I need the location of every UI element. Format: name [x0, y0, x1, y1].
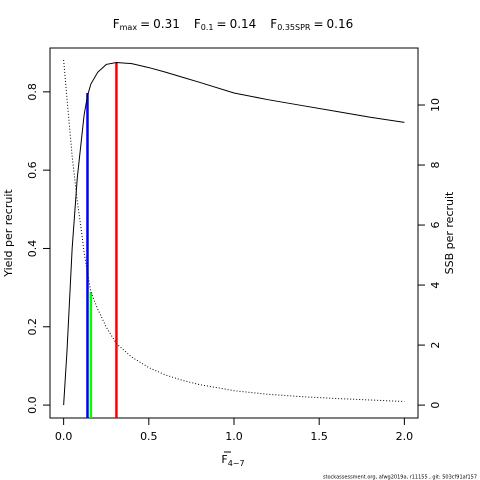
- y2-tick-label: 4: [429, 282, 442, 289]
- title-value: 0.16: [327, 17, 354, 31]
- y2-axis-label: SSB per recruit: [443, 191, 456, 274]
- y2-tick-label: 2: [429, 342, 442, 349]
- title-relation: =: [313, 17, 323, 31]
- title-value: 0.31: [153, 17, 180, 31]
- x-tick-label: 1.5: [310, 430, 328, 443]
- y-tick-label: 0.0: [26, 396, 39, 414]
- x-tick-label: 1.0: [225, 430, 243, 443]
- series-line: [63, 59, 405, 402]
- y2-tick-label: 6: [429, 222, 442, 229]
- plot-frame: [49, 47, 419, 419]
- x-label-subscript: 4−7: [228, 459, 245, 468]
- y-tick-label: 0.4: [26, 240, 39, 258]
- series-line: [63, 61, 405, 406]
- y-tick-label: 0.6: [26, 161, 39, 179]
- x-tick-label: 0.5: [140, 430, 158, 443]
- chart-title: Fmax = 0.31 F0.1 = 0.14 F0.35SPR = 0.16: [113, 17, 354, 32]
- y2-tick-label: 10: [429, 98, 442, 112]
- y-axis-label: Yield per recruit: [2, 189, 15, 278]
- y2-tick-label: 8: [429, 162, 442, 169]
- title-relation: =: [140, 17, 150, 31]
- title-subscript: 0.35SPR: [277, 23, 311, 32]
- title-symbol: F: [194, 17, 201, 31]
- footer: stockassessment.org, afwg2019a, r11155 ,…: [323, 475, 477, 480]
- title-relation: =: [217, 17, 227, 31]
- x-label-symbol: F: [221, 453, 227, 466]
- title-subscript: max: [120, 23, 138, 32]
- title-value: 0.14: [230, 17, 257, 31]
- title-symbol: F: [270, 17, 277, 31]
- y2-tick-label: 0: [429, 402, 442, 409]
- y-tick-label: 0.2: [26, 318, 39, 336]
- y-tick-label: 0.8: [26, 83, 39, 101]
- x-axis-label: F4−7: [221, 453, 244, 468]
- title-subscript: 0.1: [201, 23, 214, 32]
- x-tick-label: 0.0: [55, 430, 73, 443]
- x-tick-label: 2.0: [396, 430, 414, 443]
- title-symbol: F: [113, 17, 120, 31]
